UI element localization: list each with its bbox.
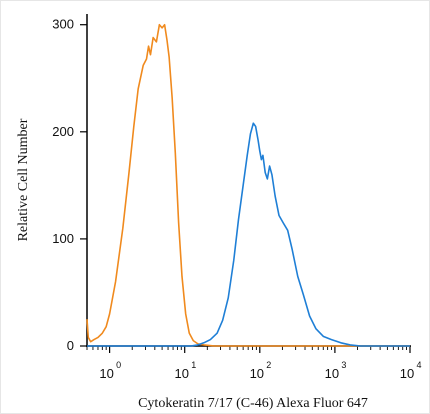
series-group	[86, 23, 410, 347]
x-tick-base: 10	[250, 366, 264, 381]
x-tick-base: 10	[99, 366, 113, 381]
histogram-line-control	[86, 23, 410, 347]
x-tick-base: 10	[325, 366, 339, 381]
x-tick-exponent: 4	[416, 360, 421, 370]
x-tick-label: 102	[250, 360, 272, 381]
histogram-line-stained	[87, 122, 410, 347]
x-tick-label: 101	[174, 360, 196, 381]
y-tick-label: 200	[52, 124, 74, 139]
y-ticks: 0 100 200 300	[52, 17, 87, 353]
y-tick-label: 0	[67, 338, 74, 353]
x-tick-label: 104	[400, 360, 422, 381]
x-axis-title: Cytokeratin 7/17 (C-46) Alexa Fluor 647	[138, 396, 368, 411]
x-tick-exponent: 1	[191, 360, 196, 370]
x-tick-label: 100	[99, 360, 121, 381]
x-tick-exponent: 2	[266, 360, 271, 370]
x-tick-exponent: 3	[341, 360, 346, 370]
y-tick-label: 100	[52, 231, 74, 246]
y-tick-label: 300	[52, 17, 74, 32]
x-tick-label: 103	[325, 360, 347, 381]
y-axis-title: Relative Cell Number	[16, 118, 31, 241]
x-tick-exponent: 0	[116, 360, 121, 370]
axes	[86, 14, 411, 347]
x-tick-base: 10	[400, 366, 414, 381]
x-tick-base: 10	[174, 366, 188, 381]
